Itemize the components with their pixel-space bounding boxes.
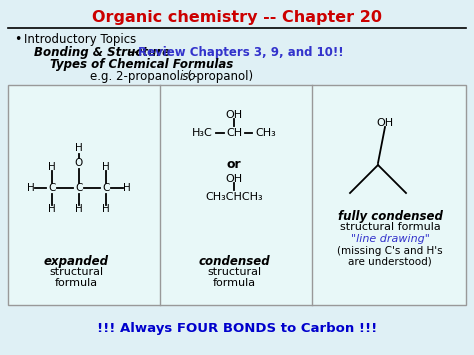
Text: Organic chemistry -- Chapter 20: Organic chemistry -- Chapter 20 — [92, 10, 382, 25]
Text: H: H — [102, 204, 110, 214]
Text: --: -- — [125, 46, 143, 59]
Text: -propanol): -propanol) — [192, 70, 253, 83]
Text: (missing C's and H's: (missing C's and H's — [337, 246, 443, 256]
Text: C: C — [75, 183, 82, 193]
Text: H: H — [102, 162, 110, 172]
Text: H: H — [27, 183, 35, 193]
Text: H: H — [123, 183, 131, 193]
Text: structural: structural — [207, 267, 261, 277]
Text: OH: OH — [226, 110, 243, 120]
Text: or: or — [227, 158, 241, 171]
Text: Introductory Topics: Introductory Topics — [24, 33, 136, 46]
Text: H₃C: H₃C — [191, 128, 212, 138]
Text: are understood): are understood) — [348, 257, 432, 267]
Text: CH₃: CH₃ — [255, 128, 276, 138]
Text: C: C — [48, 183, 55, 193]
Text: C: C — [102, 183, 109, 193]
Text: iso: iso — [180, 70, 197, 83]
Bar — [8, 85, 466, 305]
Text: expanded: expanded — [44, 255, 109, 268]
Text: formula: formula — [55, 278, 98, 288]
Text: CH₃CHCH₃: CH₃CHCH₃ — [205, 192, 263, 202]
Text: CH: CH — [226, 128, 242, 138]
Text: O: O — [75, 158, 83, 168]
Text: OH: OH — [376, 118, 393, 128]
Text: H: H — [48, 204, 56, 214]
Text: e.g. 2-propanol  (: e.g. 2-propanol ( — [90, 70, 192, 83]
Text: H: H — [48, 162, 56, 172]
Text: Types of Chemical Formulas: Types of Chemical Formulas — [50, 58, 233, 71]
Text: fully condensed: fully condensed — [337, 210, 442, 223]
Text: !!! Always FOUR BONDS to Carbon !!!: !!! Always FOUR BONDS to Carbon !!! — [97, 322, 377, 335]
Text: Bonding & Structure: Bonding & Structure — [34, 46, 170, 59]
Text: Review Chapters 3, 9, and 10!!: Review Chapters 3, 9, and 10!! — [138, 46, 344, 59]
Text: H: H — [75, 204, 83, 214]
Text: condensed: condensed — [198, 255, 270, 268]
Text: OH: OH — [226, 174, 243, 184]
Text: formula: formula — [212, 278, 255, 288]
Text: structural: structural — [49, 267, 103, 277]
Text: H: H — [75, 143, 83, 153]
Text: •: • — [14, 33, 21, 46]
Text: "line drawing": "line drawing" — [351, 234, 429, 244]
Text: structural formula: structural formula — [340, 222, 440, 232]
